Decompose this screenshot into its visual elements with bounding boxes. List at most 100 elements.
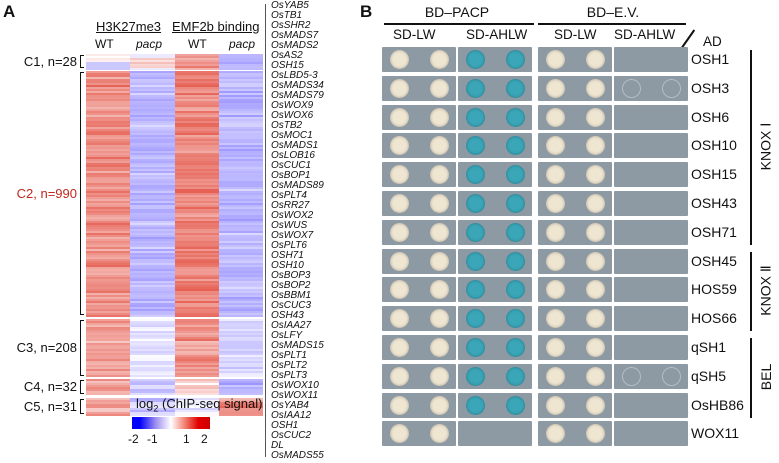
heatmap-cell xyxy=(218,373,263,375)
heatmap-cell xyxy=(174,301,219,303)
heatmap-cell xyxy=(86,253,131,255)
heatmap-cell xyxy=(174,245,219,247)
heatmap-cell xyxy=(130,331,175,333)
heatmap-row xyxy=(86,71,263,73)
heatmap-cell xyxy=(86,400,131,402)
heatmap-cell xyxy=(174,345,219,347)
heatmap-cell xyxy=(130,83,175,85)
heatmap-row xyxy=(86,159,263,161)
heatmap-cell xyxy=(218,99,263,101)
heatmap-cell xyxy=(174,131,219,133)
heatmap-cell xyxy=(174,267,219,269)
heatmap-cell xyxy=(174,347,219,349)
heatmap-cell xyxy=(86,283,131,285)
heatmap-cell xyxy=(130,163,175,165)
heatmap-cell xyxy=(86,71,131,73)
yeast-colony xyxy=(390,251,409,271)
heatmap-cell xyxy=(218,361,263,363)
heatmap-cell xyxy=(86,393,131,395)
heatmap-row xyxy=(86,125,263,127)
heatmap-cell xyxy=(130,267,175,269)
heatmap-cell xyxy=(174,145,219,147)
heatmap-cell xyxy=(86,68,131,70)
heatmap-cell xyxy=(130,247,175,249)
heatmap-cell xyxy=(130,129,175,131)
heatmap-row xyxy=(86,271,263,273)
heatmap-row xyxy=(86,295,263,297)
heatmap-cell xyxy=(86,139,131,141)
heatmap-row xyxy=(86,225,263,227)
yeast-spot-plate xyxy=(614,248,688,274)
heatmap-row xyxy=(86,109,263,111)
heatmap-cell xyxy=(86,143,131,145)
heatmap-row xyxy=(86,213,263,215)
heatmap-cell xyxy=(86,177,131,179)
heatmap-cell xyxy=(130,281,175,283)
heatmap-row xyxy=(86,275,263,277)
ad-construct-label: OsHB86 xyxy=(691,396,744,413)
heatmap-cell xyxy=(86,109,131,111)
heatmap-cell xyxy=(174,64,219,66)
gene-label: OsMADS7 xyxy=(271,30,319,41)
heatmap-cell xyxy=(218,243,263,245)
heatmap-row xyxy=(86,157,263,159)
heatmap-cell xyxy=(174,133,219,135)
heatmap-cell xyxy=(130,197,175,199)
heatmap-cell xyxy=(218,365,263,367)
heatmap-cell xyxy=(174,381,219,383)
heatmap-row xyxy=(86,321,263,323)
heatmap-cell xyxy=(174,393,219,395)
yeast-colony xyxy=(546,194,565,213)
heatmap-cell xyxy=(130,213,175,215)
yeast-colony xyxy=(662,424,681,443)
heatmap-cell xyxy=(218,301,263,303)
heatmap-cell xyxy=(130,259,175,261)
heatmap-cell xyxy=(218,387,263,389)
heatmap-cell xyxy=(130,159,175,161)
heatmap-cell xyxy=(218,329,263,331)
heatmap-cell xyxy=(130,319,175,321)
yeast-colony xyxy=(466,136,485,156)
heatmap-cell xyxy=(218,135,263,137)
heatmap-cell xyxy=(86,287,131,289)
heatmap-cell xyxy=(86,60,131,62)
ad-construct-label: OSH43 xyxy=(691,195,737,211)
yeast-colony xyxy=(390,136,409,156)
heatmap-cell xyxy=(130,109,175,111)
heatmap-cell xyxy=(174,157,219,159)
heatmap-cell xyxy=(174,101,219,103)
colorbar xyxy=(132,417,210,429)
gene-label: OsMOC1 xyxy=(271,130,313,141)
heatmap-cell xyxy=(86,73,131,75)
heatmap-row xyxy=(86,83,263,85)
heatmap-cell xyxy=(174,357,219,359)
heatmap-row xyxy=(86,408,263,410)
heatmap-row xyxy=(86,183,263,185)
heatmap-cell xyxy=(130,353,175,355)
heatmap-cell xyxy=(174,183,219,185)
heatmap-cell xyxy=(130,245,175,247)
gene-label: OsAS2 xyxy=(271,50,303,61)
divider-slash xyxy=(680,29,696,49)
heatmap-cell xyxy=(130,62,175,64)
heatmap-cell xyxy=(218,229,263,231)
heatmap-cell xyxy=(174,261,219,263)
heatmap-cell xyxy=(218,221,263,223)
medium-label: SD-AHLW xyxy=(466,27,528,42)
yeast-colony xyxy=(546,395,565,415)
heatmap-cell xyxy=(174,105,219,107)
heatmap-cell xyxy=(174,313,219,315)
heatmap-cell xyxy=(130,295,175,297)
heatmap-cell xyxy=(218,233,263,235)
yeast-colony xyxy=(546,50,565,69)
gene-label: OsYAB4 xyxy=(271,400,309,411)
heatmap-cell xyxy=(218,345,263,347)
heatmap-row xyxy=(86,279,263,281)
heatmap-cell xyxy=(86,193,131,195)
gene-label: OsMADS79 xyxy=(271,90,324,101)
heatmap-row xyxy=(86,181,263,183)
gene-label: OsYAB5 xyxy=(271,0,309,11)
heatmap-cell xyxy=(174,60,219,62)
heatmap-cell xyxy=(130,287,175,289)
heatmap-cell xyxy=(174,167,219,169)
